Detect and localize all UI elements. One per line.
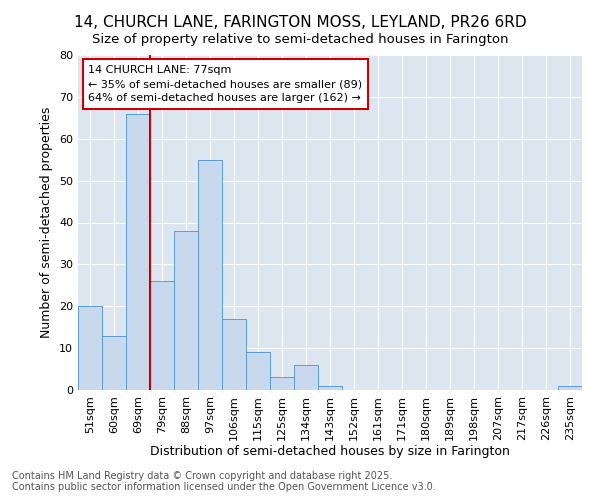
X-axis label: Distribution of semi-detached houses by size in Farington: Distribution of semi-detached houses by … <box>150 446 510 458</box>
Text: 14, CHURCH LANE, FARINGTON MOSS, LEYLAND, PR26 6RD: 14, CHURCH LANE, FARINGTON MOSS, LEYLAND… <box>74 15 526 30</box>
Text: 14 CHURCH LANE: 77sqm
← 35% of semi-detached houses are smaller (89)
64% of semi: 14 CHURCH LANE: 77sqm ← 35% of semi-deta… <box>88 65 362 103</box>
Y-axis label: Number of semi-detached properties: Number of semi-detached properties <box>40 107 53 338</box>
Bar <box>318 386 342 390</box>
Bar <box>198 160 222 390</box>
Bar <box>246 352 270 390</box>
Bar <box>294 365 318 390</box>
Bar <box>222 319 246 390</box>
Bar <box>558 386 582 390</box>
Bar <box>150 281 174 390</box>
Bar <box>78 306 102 390</box>
Text: Size of property relative to semi-detached houses in Farington: Size of property relative to semi-detach… <box>92 32 508 46</box>
Bar <box>102 336 126 390</box>
Text: Contains HM Land Registry data © Crown copyright and database right 2025.
Contai: Contains HM Land Registry data © Crown c… <box>12 471 436 492</box>
Bar <box>174 231 198 390</box>
Bar <box>270 378 294 390</box>
Bar <box>126 114 150 390</box>
